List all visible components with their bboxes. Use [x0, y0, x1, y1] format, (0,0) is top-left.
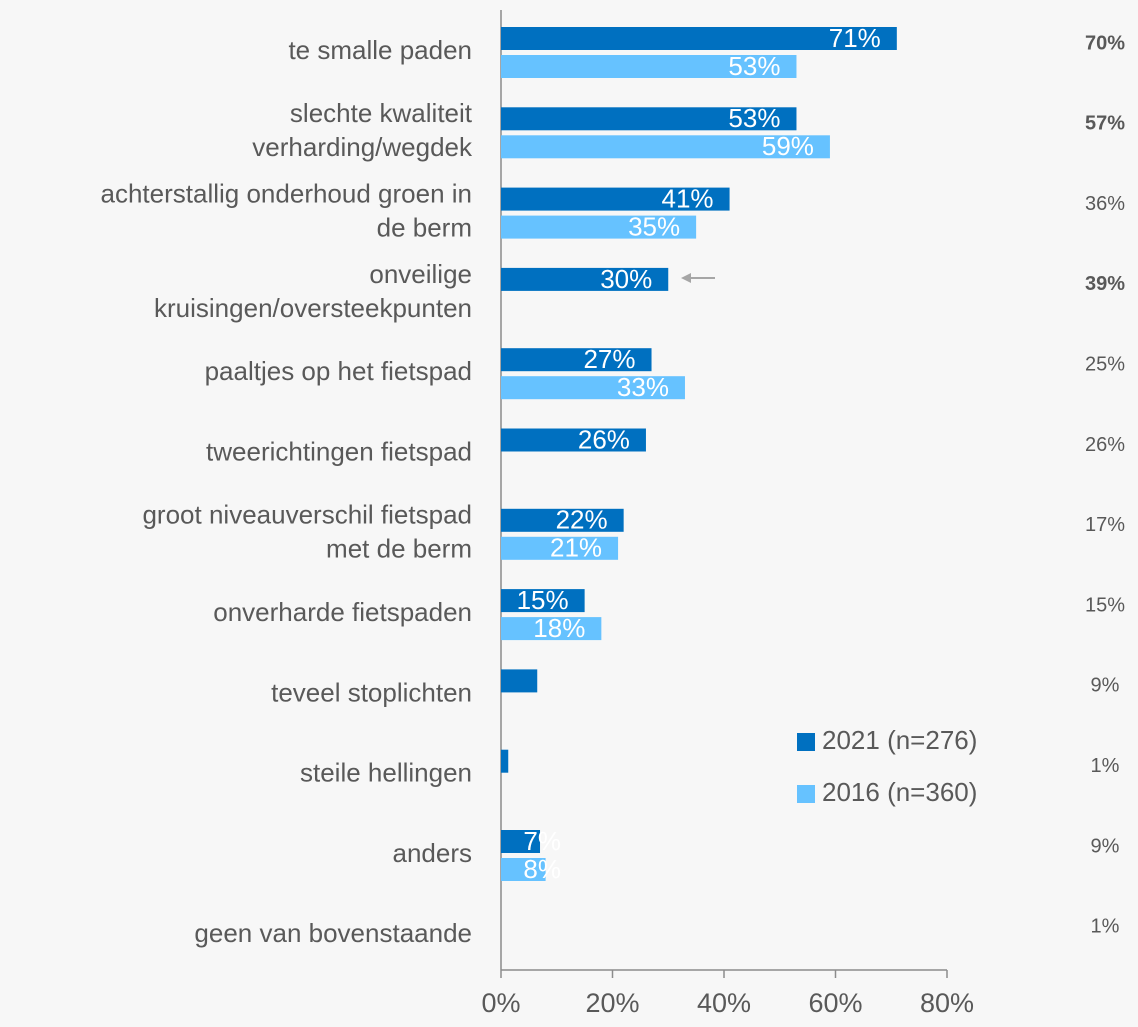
right-value: 26%	[1085, 434, 1125, 456]
right-value: 1%	[1091, 916, 1120, 938]
right-value: 9%	[1091, 835, 1120, 857]
bar	[501, 508, 624, 532]
arrow	[681, 273, 715, 283]
category-label: verharding/wegdek	[252, 132, 473, 162]
value-label: 53%	[728, 103, 780, 133]
bar	[501, 348, 652, 372]
x-tick-label: 80%	[920, 988, 974, 1018]
category-label: met de berm	[326, 534, 472, 564]
arrow-head	[681, 273, 691, 283]
bar	[501, 536, 619, 560]
bar	[501, 589, 585, 613]
legend-swatch	[797, 785, 815, 803]
bar	[501, 749, 509, 773]
category-label: onveilige	[369, 259, 472, 289]
value-label: 8%	[523, 854, 561, 884]
value-label: 71%	[829, 23, 881, 53]
right-value: 17%	[1085, 514, 1125, 536]
category-label: teveel stoplichten	[271, 677, 472, 707]
category-label: geen van bovenstaande	[194, 918, 472, 948]
x-tick-label: 60%	[808, 988, 862, 1018]
category-label: paaltjes op het fietspad	[205, 356, 472, 386]
value-label: 59%	[762, 131, 814, 161]
value-label: 26%	[578, 424, 630, 454]
value-label: 35%	[628, 211, 680, 241]
value-label: 22%	[556, 505, 608, 535]
category-label: te smalle paden	[288, 35, 472, 65]
value-label: 30%	[600, 264, 652, 294]
value-label: 27%	[583, 344, 635, 374]
bar	[501, 376, 685, 400]
bar	[501, 107, 797, 131]
bar	[501, 830, 541, 853]
bar	[501, 669, 538, 693]
right-value: 36%	[1085, 193, 1125, 215]
value-label: 33%	[617, 372, 669, 402]
value-label: 18%	[533, 613, 585, 643]
bar	[501, 55, 797, 78]
value-label: 53%	[728, 51, 780, 81]
bar	[501, 617, 602, 641]
x-tick-label: 20%	[585, 988, 639, 1018]
value-label: 7%	[523, 826, 561, 856]
bar	[501, 858, 546, 881]
value-label: 21%	[550, 533, 602, 563]
right-value: 1%	[1091, 755, 1120, 777]
category-label: kruisingen/oversteekpunten	[154, 293, 472, 323]
legend-label: 2021 (n=276)	[822, 725, 977, 755]
right-value: 9%	[1091, 675, 1120, 697]
right-value: 25%	[1085, 353, 1125, 375]
bar	[501, 135, 830, 159]
legend-label: 2016 (n=360)	[822, 777, 977, 807]
category-label: slechte kwaliteit	[290, 98, 473, 128]
category-label: onverharde fietspaden	[213, 597, 472, 627]
right-value: 57%	[1085, 113, 1125, 135]
bar	[501, 215, 697, 239]
bar	[501, 187, 730, 211]
right-value: 70%	[1085, 32, 1125, 54]
category-label: de berm	[377, 212, 472, 242]
value-label: 41%	[662, 183, 714, 213]
category-label: tweerichtingen fietspad	[206, 436, 472, 466]
bar	[501, 267, 669, 291]
category-label: achterstallig onderhoud groen in	[101, 178, 472, 208]
bar	[501, 428, 646, 452]
legend-swatch	[797, 733, 815, 751]
right-value: 39%	[1085, 273, 1125, 295]
x-tick-label: 0%	[481, 988, 520, 1018]
x-tick-label: 40%	[697, 988, 751, 1018]
category-label: steile hellingen	[300, 758, 472, 788]
category-label: anders	[393, 838, 473, 868]
value-label: 15%	[517, 585, 569, 615]
category-label: groot niveauverschil fietspad	[142, 500, 472, 530]
bar	[501, 27, 897, 50]
right-value: 15%	[1085, 594, 1125, 616]
